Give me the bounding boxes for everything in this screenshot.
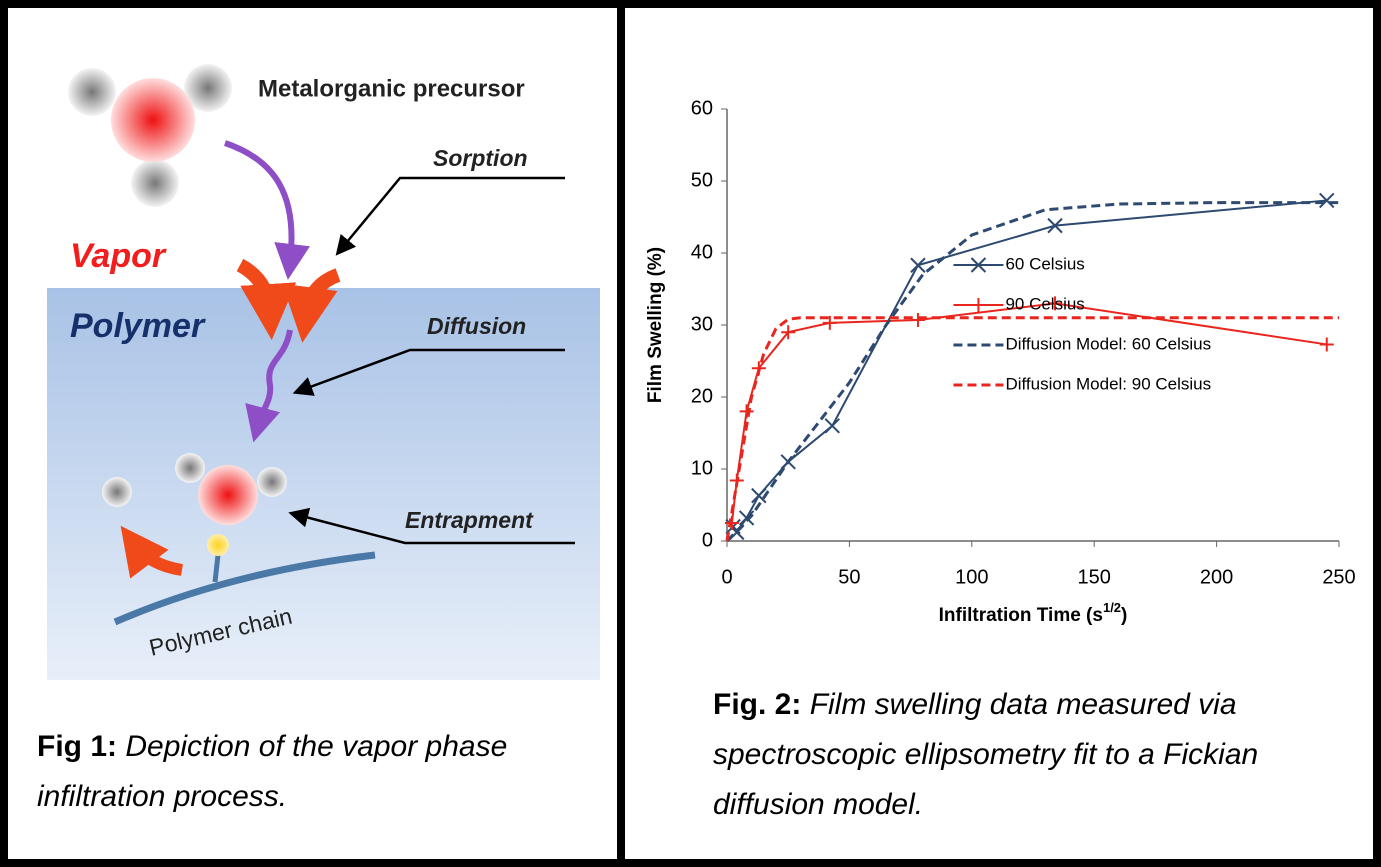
y-tick-label: 20 [691, 385, 713, 407]
marker [1319, 337, 1334, 352]
x-tick-label: 150 [1078, 566, 1111, 588]
arrow [288, 507, 575, 545]
caption: Fig 1: Depiction of the vapor phase infi… [37, 722, 597, 822]
y-tick-label: 50 [691, 169, 713, 191]
ligand [175, 453, 205, 483]
legend-label: 60 Celsius [1005, 254, 1084, 273]
x-tick-label: 250 [1322, 566, 1355, 588]
caption-text: Depiction of the vapor phase infiltratio… [37, 730, 508, 813]
legend-marker [970, 257, 987, 273]
x-axis-label: Infiltration Time (s1/2) [939, 600, 1128, 626]
x-tick-label: 200 [1200, 566, 1233, 588]
marker [824, 418, 840, 434]
marker [910, 257, 926, 273]
label: Metalorganic precursor [258, 75, 525, 102]
release-arrow [120, 525, 184, 579]
marker [739, 404, 754, 419]
x-tick-label: 50 [838, 566, 860, 588]
arrow [292, 348, 565, 396]
x-axis-label-part: 1/2 [1103, 600, 1121, 615]
marker [781, 325, 796, 340]
metal-center [198, 465, 258, 525]
marker [1319, 192, 1335, 209]
arrow [335, 176, 565, 256]
marker [910, 312, 925, 327]
label: Sorption [433, 145, 528, 171]
vapor-arrow [281, 268, 341, 343]
y-tick-label: 0 [702, 529, 713, 551]
x-axis-label-part: Infiltration Time (s [939, 605, 1103, 626]
y-tick-label: 30 [691, 313, 713, 335]
marker [724, 516, 739, 530]
caption-label: Fig 1: [37, 730, 117, 763]
series-line [732, 199, 1327, 535]
y-tick-label: 40 [691, 241, 713, 263]
legend-label: 90 Celsius [1005, 294, 1084, 313]
caption-label: Fig. 2: [713, 688, 802, 721]
divider [617, 0, 625, 867]
legend-marker [971, 298, 986, 312]
y-tick-label: 60 [691, 97, 713, 119]
label: Vapor [70, 237, 167, 275]
functional-group [207, 534, 229, 556]
ligand [102, 477, 132, 507]
bond [212, 554, 221, 583]
marker [1047, 217, 1063, 234]
ligand [68, 68, 116, 116]
diffusion-path [245, 329, 293, 443]
ligand [131, 159, 179, 207]
caption: Fig. 2: Film swelling data measured via … [713, 680, 1363, 830]
label: Entrapment [405, 507, 534, 533]
caption-text: Film swelling data measured via spectros… [713, 688, 1259, 821]
ligand [184, 64, 232, 112]
label: Polymer [70, 307, 206, 345]
marker [822, 315, 837, 330]
marker [1048, 296, 1063, 311]
series-line [725, 316, 1339, 542]
marker [751, 487, 767, 504]
vapor-arrow [236, 258, 297, 340]
label: Diffusion [427, 313, 526, 339]
polymer-chain [113, 551, 376, 626]
ligand [257, 467, 287, 497]
x-axis-label-part: ) [1121, 605, 1127, 626]
x-tick-label: 100 [955, 566, 988, 588]
sorption-path [224, 140, 311, 280]
metal-center [111, 78, 195, 162]
polymer-region [47, 288, 600, 680]
diagram: Metalorganic precursor Sorption Vapor Po… [47, 64, 600, 680]
marker [738, 510, 755, 526]
x-tick-label: 0 [721, 566, 732, 588]
legend-label: Diffusion Model: 60 Celsius [1005, 334, 1211, 353]
series-line [725, 201, 1339, 543]
y-tick-label: 10 [691, 457, 713, 479]
legend-label: Diffusion Model: 90 Celsius [1005, 374, 1211, 393]
y-axis-label: Film Swelling (%) [645, 247, 666, 403]
